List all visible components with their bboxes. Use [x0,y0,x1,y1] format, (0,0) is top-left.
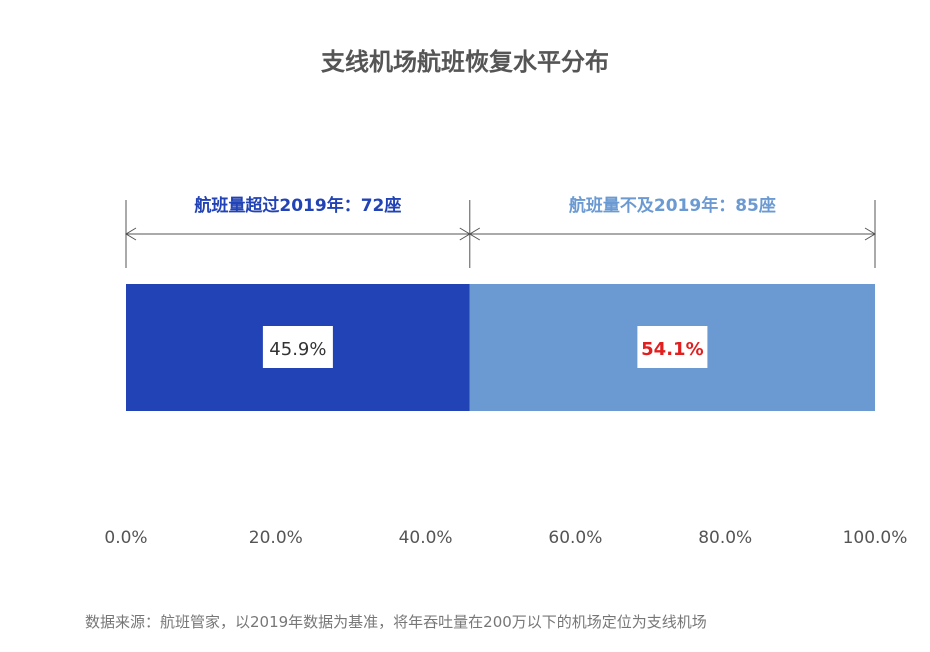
chart-title: 支线机场航班恢复水平分布 [321,48,609,76]
x-tick-label: 80.0% [698,528,752,548]
data-label-1: 45.9% [269,339,326,360]
x-tick-label: 0.0% [104,528,147,548]
x-tick-label: 60.0% [548,528,602,548]
x-tick-label: 100.0% [843,528,908,548]
bracket-label-2: 航班量不及2019年：85座 [569,195,776,216]
data-label-box-1 [262,326,333,368]
source-note: 数据来源：航班管家，以2019年数据为基准，将年吞吐量在200万以下的机场定位为… [85,613,707,631]
x-tick-label: 40.0% [399,528,453,548]
bracket-label-1: 航班量超过2019年：72座 [194,195,401,216]
data-label-box-2 [637,326,708,368]
x-tick-label: 20.0% [249,528,303,548]
data-label-2: 54.1% [641,339,703,360]
